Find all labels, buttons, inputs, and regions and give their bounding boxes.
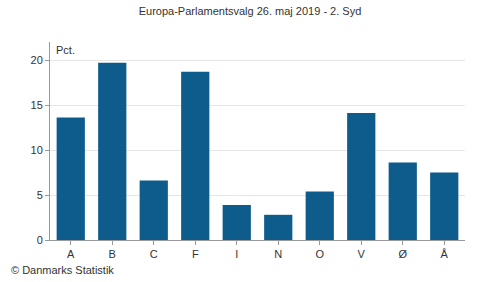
svg-text:O: O xyxy=(315,248,324,260)
svg-text:F: F xyxy=(192,248,199,260)
svg-text:20: 20 xyxy=(31,54,43,66)
svg-text:I: I xyxy=(235,248,238,260)
svg-text:N: N xyxy=(274,248,282,260)
svg-text:Ø: Ø xyxy=(398,248,407,260)
svg-text:Å: Å xyxy=(441,248,449,260)
svg-text:10: 10 xyxy=(31,144,43,156)
svg-text:C: C xyxy=(150,248,158,260)
svg-text:15: 15 xyxy=(31,99,43,111)
svg-text:B: B xyxy=(109,248,116,260)
svg-text:A: A xyxy=(67,248,75,260)
svg-text:5: 5 xyxy=(37,189,43,201)
svg-text:Europa-Parlamentsvalg 26. maj: Europa-Parlamentsvalg 26. maj 2019 - 2. … xyxy=(139,5,362,17)
svg-text:V: V xyxy=(358,248,366,260)
svg-text:© Danmarks Statistik: © Danmarks Statistik xyxy=(11,264,114,276)
svg-text:0: 0 xyxy=(37,234,43,246)
svg-text:Pct.: Pct. xyxy=(56,44,75,56)
